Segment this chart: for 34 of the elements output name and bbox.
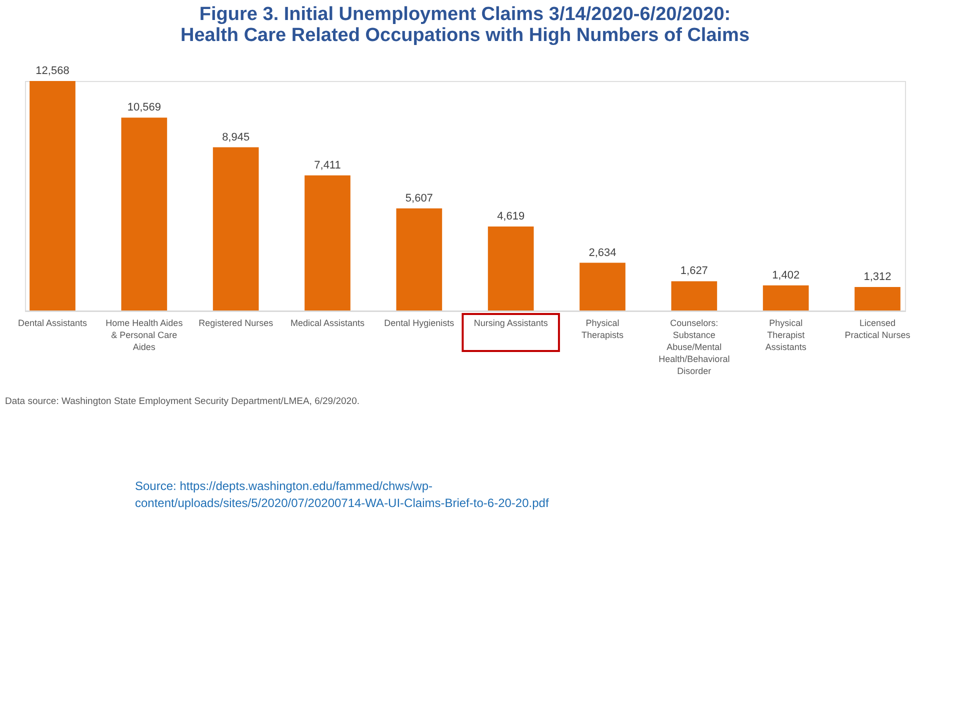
text: Figure 3. Initial Unemployment Claims 3/14/2020-6/20/2020: bbox=[199, 4, 731, 25]
x-tick-label: Licensed Practical Nurses bbox=[844, 318, 911, 340]
bar bbox=[304, 175, 350, 311]
data-label: 2,634 bbox=[588, 246, 616, 259]
bar bbox=[396, 208, 442, 311]
data-label: 7,411 bbox=[314, 159, 341, 172]
bar bbox=[30, 81, 76, 311]
bar bbox=[121, 118, 168, 311]
data-label: 4,619 bbox=[497, 210, 525, 222]
bar bbox=[488, 226, 534, 311]
x-tick-label: Home Health Aides & Personal Care Aides bbox=[106, 318, 184, 352]
x-tick-label: Nursing Assistants bbox=[474, 318, 548, 328]
text: Health Care Related Occupations with High Numbers of Claims bbox=[180, 25, 750, 46]
x-tick-label: Physical Therapist Assistants bbox=[765, 318, 807, 352]
data-label: 1,402 bbox=[772, 269, 800, 282]
bar bbox=[854, 286, 900, 311]
source-note: Source: https://depts.washington.edu/fammed/chws/wp-content/uploads/sites/5/2020/07/20200714-WA-UI-Claims-Brief-to-6-20-20.pdf bbox=[135, 479, 550, 510]
x-tick-label: Registered Nurses bbox=[198, 318, 274, 328]
bar bbox=[580, 262, 626, 311]
x-tick-label: Dental Hygienists bbox=[384, 318, 455, 328]
data-label: 10,569 bbox=[127, 102, 161, 114]
bar bbox=[671, 281, 718, 311]
x-tick-label: Medical Assistants bbox=[290, 318, 366, 328]
x-tick-label: Counselors: Substance Abuse/Mental Health/Behavioral Disorder bbox=[658, 318, 730, 376]
data-label: 1,312 bbox=[864, 270, 892, 283]
bar bbox=[762, 285, 809, 311]
x-tick-label: Physical Therapists bbox=[581, 318, 624, 340]
data-label: 5,607 bbox=[405, 192, 433, 204]
data-label: 8,945 bbox=[222, 131, 250, 144]
source-note: Data source: Washington State Employment Security Department/LMEA, 6/29/2020. bbox=[5, 396, 360, 407]
x-tick-label: Dental Assistants bbox=[18, 318, 88, 328]
data-label: 12,568 bbox=[36, 65, 70, 77]
bar bbox=[212, 147, 259, 311]
data-label: 1,627 bbox=[680, 265, 708, 278]
